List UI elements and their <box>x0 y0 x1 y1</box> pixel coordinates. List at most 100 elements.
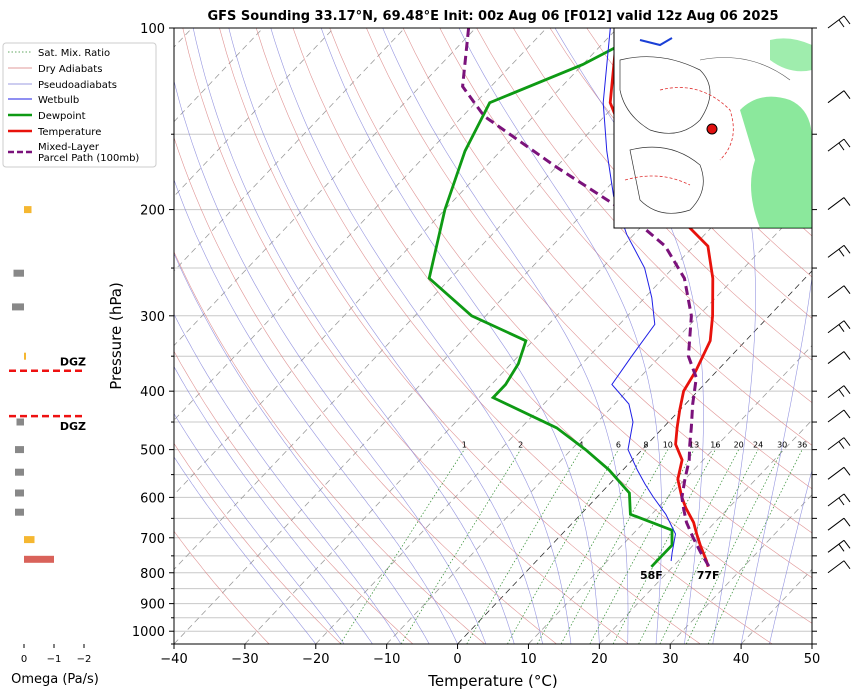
omega-bar <box>15 489 24 497</box>
location-marker <box>706 123 718 135</box>
omega-bar <box>24 206 32 214</box>
mixing-ratio-label: 24 <box>753 441 763 450</box>
dry-adiabat <box>255 28 773 644</box>
dry-adiabat <box>329 28 812 579</box>
mixing-ratio-line <box>659 449 759 644</box>
dgz-label: DGZ <box>60 356 86 369</box>
wind-barb <box>827 437 851 451</box>
isotherm-line <box>457 270 812 644</box>
plot-background-lines: 1 2 4 6 8 10 13 16 20 24 30 36 <box>174 28 812 644</box>
y-tick-label: 100 <box>140 22 165 37</box>
isotherm-line <box>174 28 689 570</box>
mixing-ratio-label: 10 <box>663 441 673 450</box>
omega-bar <box>15 508 24 516</box>
mixing-ratio-label: 13 <box>689 441 699 450</box>
pseudoadiabat <box>192 28 515 644</box>
omega-tick-label: −1 <box>47 654 62 665</box>
isotherm-line <box>174 28 547 421</box>
y-tick-label: 600 <box>140 491 165 506</box>
omega-bar <box>13 269 24 277</box>
mixing-ratio-label: 8 <box>643 441 648 450</box>
mixing-ratio-label: 16 <box>710 441 720 450</box>
y-tick-label: 300 <box>140 310 165 325</box>
legend-entry: Sat. Mix. Ratio <box>8 48 110 59</box>
legend-label: Wetbulb <box>38 95 79 106</box>
mixing-ratio-line <box>560 449 669 644</box>
wind-barb <box>827 15 851 29</box>
y-axis-ticks: 100 200 300 400 500 600 700 800 900 1000 <box>132 22 817 645</box>
dgz-label: DGZ <box>60 420 86 433</box>
wind-barb <box>827 466 851 480</box>
surface-temp-label: 58F <box>640 569 663 582</box>
y-tick-label: 700 <box>140 532 165 547</box>
inset-map-image <box>613 27 813 229</box>
pseudoadiabat <box>174 366 373 644</box>
isotherm-line <box>244 46 812 644</box>
dry-adiabat <box>513 28 812 361</box>
pseudoadiabat <box>174 456 317 644</box>
legend-label: Mixed-Layer <box>38 142 100 153</box>
isotherm-line <box>811 643 812 644</box>
legend-label: Sat. Mix. Ratio <box>38 48 110 59</box>
dry-adiabat <box>174 251 485 644</box>
x-tick-label: 20 <box>591 652 608 667</box>
dry-adiabat <box>182 28 629 644</box>
wind-barb <box>827 539 851 553</box>
x-tick-label: 0 <box>453 652 461 667</box>
pseudoadiabat <box>174 79 487 644</box>
chart-title: GFS Sounding 33.17°N, 69.48°E Init: 00z … <box>207 9 778 24</box>
legend: Sat. Mix. Ratio Dry Adiabats Pseudoadiabat… <box>2 42 157 168</box>
x-tick-label: 50 <box>804 652 821 667</box>
pseudoadiabat <box>554 28 704 644</box>
wind-barb <box>827 197 851 210</box>
wind-barb <box>827 285 851 299</box>
pseudoadiabat <box>228 28 543 644</box>
legend-label: Temperature <box>37 127 101 138</box>
mixing-ratio-label: 36 <box>797 441 807 450</box>
legend-entry: Wetbulb <box>8 95 79 106</box>
x-tick-label: −20 <box>302 652 329 667</box>
legend-label: Dry Adiabats <box>38 64 102 75</box>
isotherm-line <box>174 28 476 347</box>
legend-label: Dewpoint <box>38 111 86 122</box>
isotherm-line <box>669 494 812 644</box>
mixing-ratio-label: 30 <box>777 441 787 450</box>
wind-barb <box>827 244 851 258</box>
pseudoadiabat <box>174 252 430 644</box>
dry-adiabat <box>174 442 342 644</box>
dry-adiabat <box>174 136 557 644</box>
omega-bar <box>15 468 24 476</box>
x-tick-label: −30 <box>231 652 258 667</box>
y-tick-label: 1000 <box>132 625 165 640</box>
omega-bar <box>24 536 35 544</box>
omega-bar <box>24 352 26 360</box>
pseudoadiabat <box>740 28 812 644</box>
pseudoadiabat <box>674 28 756 644</box>
pseudoadiabat <box>320 28 600 644</box>
wind-barb <box>827 560 851 574</box>
pseudoadiabat <box>174 313 402 644</box>
series-line-dewpoint <box>427 28 674 568</box>
wind-barb <box>827 409 851 423</box>
legend-label: Pseudoadiabats <box>38 80 117 91</box>
omega-tick-label: 0 <box>21 654 27 665</box>
x-axis-label: Temperature (°C) <box>427 672 557 690</box>
mixing-ratio-line <box>507 449 619 644</box>
y-tick-label: 900 <box>140 598 165 613</box>
pseudoadiabat <box>382 28 629 644</box>
legend-entry: Temperature <box>8 127 101 138</box>
isotherm-line <box>599 419 812 644</box>
mixing-ratio-line <box>638 449 740 644</box>
y-tick-label: 500 <box>140 444 165 459</box>
mixing-ratio-label: 1 <box>462 441 467 450</box>
wind-barb <box>827 493 851 507</box>
dry-adiabat <box>549 28 812 319</box>
legend-entry: Dry Adiabats <box>8 64 102 75</box>
x-axis-ticks: −40 −30 −20 −10 0 10 20 30 40 50 <box>160 644 820 667</box>
x-tick-label: −10 <box>373 652 400 667</box>
x-tick-label: −40 <box>160 652 187 667</box>
x-tick-label: 40 <box>733 652 750 667</box>
dry-adiabat <box>174 530 270 644</box>
